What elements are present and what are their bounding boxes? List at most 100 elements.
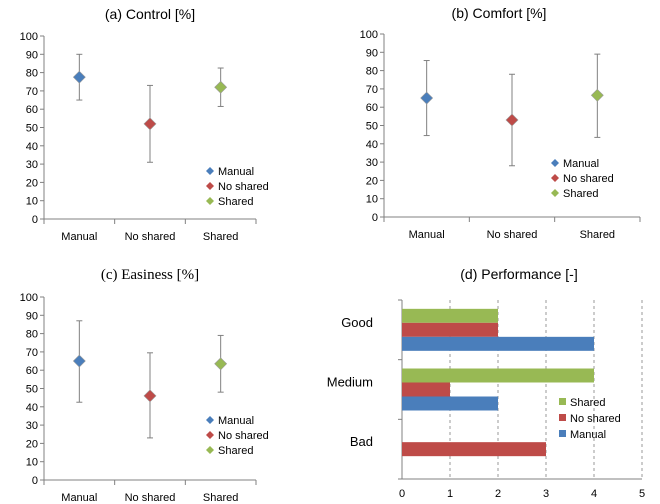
chart-panel-3: (c) Easiness [%] 0 10 20 30 40 50 60 70 80 90 100 Ma…: [20, 267, 269, 504]
category-label-medium: Medium: [327, 375, 373, 390]
data-point-manual: [72, 354, 86, 368]
chart-title: (b) Comfort [%]: [452, 5, 547, 21]
legend-marker-shared: [559, 398, 566, 405]
y-tick-label: 50: [366, 121, 378, 133]
x-category-label: No shared: [125, 231, 176, 243]
chart-panel-4: (d) Performance [-] 0 1 2 3 4 5 Good Medium Bad Sh…: [327, 266, 645, 500]
bar-medium-no-shared: [402, 382, 450, 397]
y-tick-label: 20: [26, 177, 38, 189]
data-point-manual: [420, 91, 434, 105]
x-category-label: Shared: [203, 492, 238, 504]
data-point-manual: [72, 70, 86, 84]
bar-good-manual: [402, 336, 594, 351]
legend-label-shared: Shared: [218, 196, 253, 208]
y-tick-label: 40: [366, 139, 378, 151]
y-tick-label: 90: [26, 310, 38, 322]
legend-marker-no-shared: [551, 174, 559, 182]
y-tick-label: 20: [26, 438, 38, 450]
x-tick-label: 1: [447, 488, 453, 500]
legend-marker-no-shared: [206, 182, 214, 190]
x-category-label: Manual: [409, 229, 445, 241]
y-tick-label: 0: [32, 214, 38, 226]
legend-label-no-shared: No shared: [218, 430, 269, 442]
y-tick-label: 70: [26, 347, 38, 359]
y-tick-label: 10: [366, 194, 378, 206]
x-category-label: Shared: [580, 229, 615, 241]
y-tick-label: 80: [26, 329, 38, 341]
y-tick-label: 100: [360, 29, 378, 41]
legend-label-shared: Shared: [563, 188, 598, 200]
x-tick-label: 3: [543, 488, 549, 500]
bar-good-no-shared: [402, 322, 498, 337]
legend-label-shared: Shared: [570, 397, 605, 409]
bar-bad-no-shared: [402, 442, 546, 457]
y-tick-label: 90: [26, 49, 38, 61]
data-point-shared: [590, 88, 604, 102]
y-tick-label: 90: [366, 47, 378, 59]
chart-panel-2: (b) Comfort [%] 0 10 20 30 40 50 60 70 80 90 100 Man…: [360, 5, 641, 241]
bar-medium-shared: [402, 368, 594, 383]
bar-medium-manual: [402, 396, 498, 411]
x-tick-label: 0: [399, 488, 405, 500]
chart-title: (d) Performance [-]: [460, 266, 577, 282]
y-tick-label: 10: [26, 457, 38, 469]
y-tick-label: 30: [366, 157, 378, 169]
bar-good-shared: [402, 308, 498, 323]
x-category-label: No shared: [487, 229, 538, 241]
data-point-no-shared: [143, 389, 157, 403]
y-tick-label: 20: [366, 175, 378, 187]
y-tick-label: 80: [26, 68, 38, 80]
legend-marker-no-shared: [206, 431, 214, 439]
y-tick-label: 60: [26, 365, 38, 377]
data-point-shared: [214, 357, 228, 371]
legend-marker-no-shared: [559, 414, 566, 421]
legend-label-manual: Manual: [218, 166, 254, 178]
chart-title: (a) Control [%]: [105, 6, 195, 22]
legend-marker-shared: [206, 197, 214, 205]
category-label-bad: Bad: [350, 434, 373, 449]
y-tick-label: 80: [366, 66, 378, 78]
legend-marker-shared: [206, 446, 214, 454]
legend-marker-manual: [206, 167, 214, 175]
legend-label-no-shared: No shared: [563, 173, 614, 185]
y-tick-label: 30: [26, 420, 38, 432]
y-tick-label: 70: [26, 86, 38, 98]
y-tick-label: 30: [26, 159, 38, 171]
y-tick-label: 0: [32, 475, 38, 487]
legend-label-no-shared: No shared: [570, 413, 621, 425]
y-tick-label: 50: [26, 123, 38, 135]
y-tick-label: 0: [372, 212, 378, 224]
legend-label-shared: Shared: [218, 445, 253, 457]
y-tick-label: 40: [26, 402, 38, 414]
chart-panel-1: (a) Control [%] 0 10 20 30 40 50 60 70 80 90 100 Man…: [20, 6, 269, 243]
x-tick-label: 5: [639, 488, 645, 500]
x-category-label: Shared: [203, 231, 238, 243]
y-tick-label: 10: [26, 196, 38, 208]
category-label-good: Good: [341, 315, 373, 330]
y-tick-label: 100: [20, 31, 38, 43]
data-point-no-shared: [143, 117, 157, 131]
y-tick-label: 50: [26, 384, 38, 396]
x-tick-label: 4: [591, 488, 597, 500]
data-point-no-shared: [505, 113, 519, 127]
legend-marker-manual: [551, 159, 559, 167]
x-category-label: No shared: [125, 492, 176, 504]
y-tick-label: 100: [20, 292, 38, 304]
x-category-label: Manual: [61, 231, 97, 243]
legend-label-no-shared: No shared: [218, 181, 269, 193]
y-tick-label: 40: [26, 141, 38, 153]
data-point-shared: [214, 80, 228, 94]
legend-marker-manual: [559, 430, 566, 437]
legend-label-manual: Manual: [563, 158, 599, 170]
y-tick-label: 60: [366, 102, 378, 114]
y-tick-label: 60: [26, 104, 38, 116]
legend-marker-manual: [206, 416, 214, 424]
legend-label-manual: Manual: [218, 415, 254, 427]
x-category-label: Manual: [61, 492, 97, 504]
legend-marker-shared: [551, 189, 559, 197]
legend-label-manual: Manual: [570, 429, 606, 441]
chart-title: (c) Easiness [%]: [101, 267, 199, 283]
y-tick-label: 70: [366, 84, 378, 96]
x-tick-label: 2: [495, 488, 501, 500]
